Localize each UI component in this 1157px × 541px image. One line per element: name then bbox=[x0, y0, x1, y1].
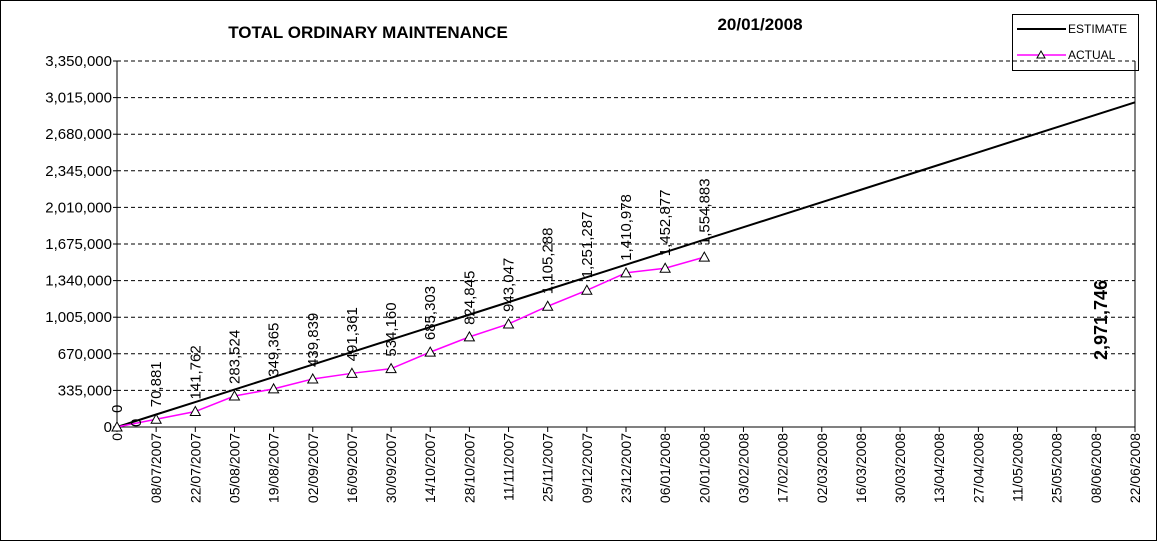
legend-marker bbox=[1036, 49, 1046, 59]
series-line bbox=[116, 256, 705, 428]
y-tick-label: 1,675,000 bbox=[45, 236, 112, 253]
y-tick-label: 2,680,000 bbox=[45, 126, 112, 143]
data-label: 141,762 bbox=[187, 345, 204, 399]
marker bbox=[424, 346, 437, 357]
data-label: 2,971,746 bbox=[1091, 280, 1111, 360]
data-label: 0 bbox=[109, 405, 126, 413]
marker bbox=[111, 420, 123, 432]
data-label: 1,105,288 bbox=[540, 228, 557, 295]
x-tick-label: 20/01/2008 bbox=[696, 433, 712, 503]
x-tick-label: 11/11/2007 bbox=[501, 433, 517, 501]
y-tick-label: 670,000 bbox=[58, 346, 112, 363]
data-label: 534,160 bbox=[383, 302, 400, 356]
x-tick-label: 08/07/2007 bbox=[148, 433, 164, 503]
x-tick-label: 30/09/2007 bbox=[383, 433, 399, 503]
marker bbox=[346, 367, 358, 378]
marker bbox=[189, 405, 202, 417]
data-label: 439,839 bbox=[305, 313, 322, 367]
y-tick-label: 3,350,000 bbox=[45, 53, 112, 70]
data-label: 1,452,877 bbox=[657, 190, 674, 257]
x-tick-label: 16/03/2008 bbox=[853, 433, 869, 503]
legend-label: ACTUAL bbox=[1068, 48, 1116, 62]
marker bbox=[463, 330, 476, 342]
data-label: 1,251,287 bbox=[579, 212, 596, 279]
y-tick-label: 1,340,000 bbox=[45, 273, 112, 290]
marker bbox=[267, 382, 280, 394]
data-label: 283,524 bbox=[226, 330, 243, 384]
x-tick-label: 08/06/2008 bbox=[1088, 433, 1104, 503]
x-tick-label: 14/10/2007 bbox=[422, 433, 438, 503]
x-tick-label: 17/02/2008 bbox=[775, 433, 791, 503]
data-label: 943,047 bbox=[501, 258, 518, 312]
data-label: 349,365 bbox=[266, 323, 283, 377]
x-tick-label: 25/05/2008 bbox=[1049, 433, 1065, 503]
x-tick-label: 30/03/2008 bbox=[892, 433, 908, 503]
legend-label: ESTIMATE bbox=[1068, 22, 1127, 36]
x-tick-label: 22/06/2008 bbox=[1127, 433, 1143, 503]
x-tick-label: 23/12/2007 bbox=[618, 433, 634, 503]
chart-subtitle: 20/01/2008 bbox=[717, 15, 802, 34]
x-tick-label: 25/11/2007 bbox=[540, 433, 556, 502]
x-tick-label: 03/02/2008 bbox=[735, 433, 751, 503]
x-tick-label: 02/03/2008 bbox=[814, 433, 830, 503]
x-tick-label: 02/09/2007 bbox=[305, 433, 321, 503]
x-tick-label: 05/08/2007 bbox=[226, 433, 242, 503]
marker bbox=[620, 266, 632, 278]
x-tick-label: 27/04/2008 bbox=[970, 433, 986, 503]
y-tick-label: 2,010,000 bbox=[45, 199, 112, 216]
x-tick-label: 0 bbox=[109, 433, 125, 441]
marker bbox=[306, 372, 319, 384]
x-tick-label: 16/09/2007 bbox=[344, 433, 360, 503]
x-tick-label: 19/08/2007 bbox=[266, 433, 282, 503]
data-label: 70,881 bbox=[148, 361, 165, 407]
y-tick-label: 335,000 bbox=[58, 382, 112, 399]
marker bbox=[385, 362, 397, 374]
y-tick-label: 3,015,000 bbox=[45, 90, 112, 107]
series-line bbox=[116, 101, 1136, 428]
marker bbox=[541, 300, 554, 311]
data-label: 1,410,978 bbox=[618, 194, 635, 261]
y-tick-label: 2,345,000 bbox=[45, 163, 112, 180]
marker bbox=[580, 284, 593, 295]
marker bbox=[150, 413, 163, 424]
y-tick-label: 1,005,000 bbox=[45, 309, 112, 326]
x-tick-label: 22/07/2007 bbox=[187, 433, 203, 503]
x-tick-label: 13/04/2008 bbox=[931, 433, 947, 503]
y-tick-label: 0 bbox=[104, 419, 112, 436]
x-tick-label: 09/12/2007 bbox=[579, 433, 595, 503]
data-label: 491,361 bbox=[344, 307, 361, 361]
data-label: 685,303 bbox=[422, 286, 439, 340]
data-label: 1,554,883 bbox=[696, 178, 713, 245]
data-label: 0 bbox=[128, 419, 145, 427]
legend-box bbox=[1012, 14, 1139, 71]
data-label: 824,845 bbox=[461, 271, 478, 325]
x-tick-label: 11/05/2008 bbox=[1010, 433, 1026, 502]
marker bbox=[698, 251, 711, 262]
x-tick-label: 06/01/2008 bbox=[657, 433, 673, 503]
marker bbox=[228, 389, 241, 401]
marker bbox=[502, 317, 515, 329]
chart-title: TOTAL ORDINARY MAINTENANCE bbox=[228, 23, 508, 42]
marker bbox=[659, 262, 672, 273]
x-tick-label: 28/10/2007 bbox=[461, 433, 477, 503]
